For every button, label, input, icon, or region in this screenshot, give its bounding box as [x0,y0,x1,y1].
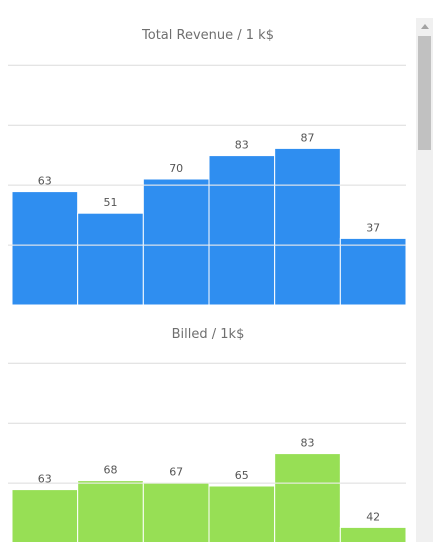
chart-1-bar-2[interactable] [77,212,144,306]
chart-2-data-label: 63 [38,473,52,486]
chart-2-bar-6[interactable] [339,526,407,542]
chart-1-bar-5[interactable] [274,147,341,306]
chart-1-data-label: 37 [366,221,380,234]
chart-1-title: Total Revenue / 1 k$ [141,28,274,43]
chart-2-bar-5[interactable] [274,453,341,542]
chart-1-bar-6[interactable] [339,237,407,306]
chart-2-plot: 63 68 67 65 83 42 [8,362,407,542]
chart-2-data-label: 42 [366,510,380,523]
chart-1-data-label: 83 [235,139,249,152]
chart-2-bar-3[interactable] [142,481,210,542]
chart-1-bar-4[interactable] [208,155,276,306]
chart-1-data-label: 87 [301,131,315,144]
chart-1-bar-3[interactable] [142,178,210,306]
chart-2-data-label: 67 [169,465,183,478]
chart-2-bar-2[interactable] [77,480,144,542]
chart-1-bar-1[interactable] [11,191,79,306]
chart-1-data-label: 51 [104,196,118,209]
scroll-thumb[interactable] [418,36,431,150]
vertical-scrollbar[interactable] [416,18,433,542]
scroll-up-icon[interactable] [416,18,433,35]
charts-canvas: Total Revenue / 1 k$ 63 51 70 83 87 37 Billed… [8,28,407,542]
chart-2-data-label: 65 [235,469,249,482]
charts-panel: Total Revenue / 1 k$ 63 51 70 83 87 37 Billed… [8,28,407,542]
chart-1-data-label: 70 [169,162,183,175]
chart-2-bar-4[interactable] [208,485,276,542]
chart-2-title: Billed / 1k$ [172,327,245,342]
chart-2-data-label: 83 [301,437,315,450]
chart-2-data-label: 68 [104,464,118,477]
chart-1-plot: 63 51 70 83 87 37 [8,64,407,306]
chart-2-bar-1[interactable] [11,489,79,542]
chart-1-data-label: 63 [38,175,52,188]
